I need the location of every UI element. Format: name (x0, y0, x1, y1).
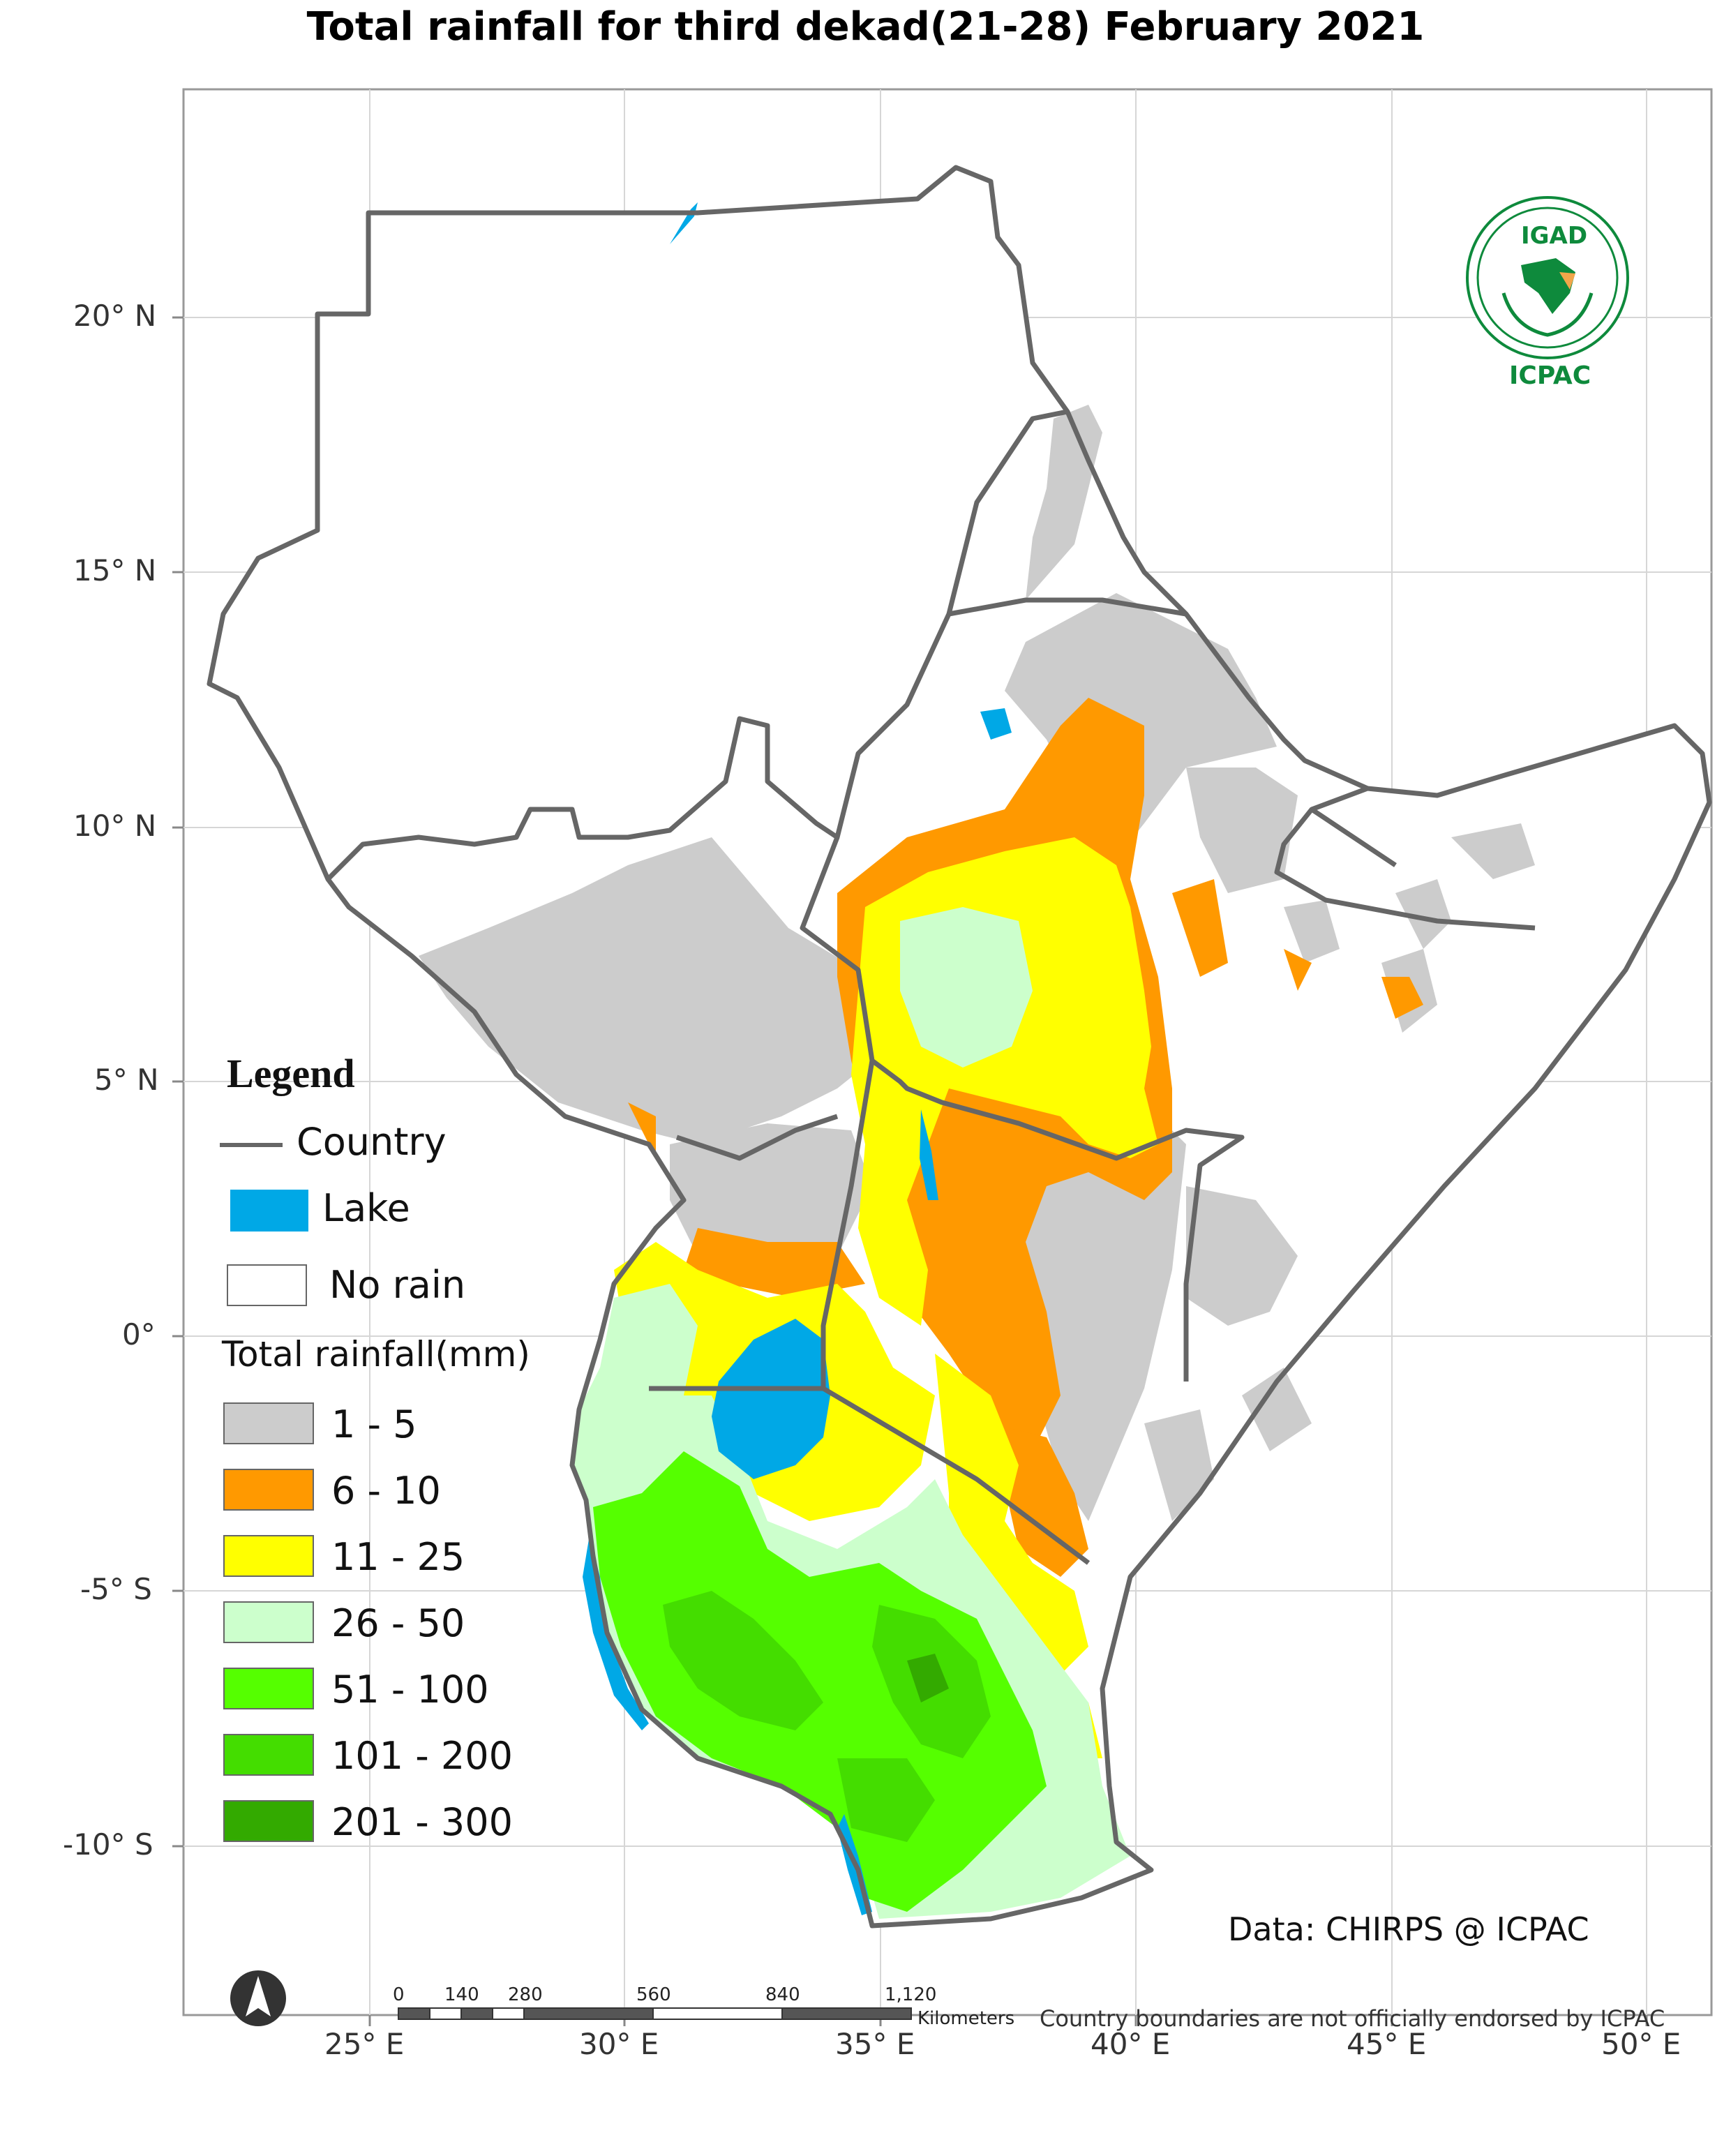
lake-tana (980, 708, 1012, 740)
y-tick-label: -10° S (63, 1827, 153, 1862)
logo-top-text: IGAD (1521, 222, 1588, 250)
igad-icpac-logo (1466, 196, 1629, 359)
x-tick-label: 50° E (1601, 2027, 1681, 2061)
disclaimer: Country boundaries are not officially en… (1040, 2005, 1665, 2032)
country-line-swatch (220, 1143, 283, 1147)
x-tick-label: 35° E (835, 2027, 915, 2061)
class-label: 6 - 10 (331, 1469, 441, 1513)
legend-country-label: Country (297, 1120, 447, 1164)
scale-label: 140 (444, 1984, 479, 2005)
y-tick-label: -5° S (80, 1572, 152, 1606)
x-tick-label: 25° E (324, 2027, 405, 2061)
scale-unit: Kilometers (917, 2008, 1015, 2029)
class-label: 201 - 300 (331, 1800, 513, 1844)
scale-label: 1,120 (885, 1984, 937, 2005)
class-label: 11 - 25 (331, 1535, 465, 1579)
class-swatch (223, 1535, 314, 1577)
x-tick-label: 45° E (1347, 2027, 1427, 2061)
north-arrow-icon (230, 1970, 286, 2026)
data-credit: Data: CHIRPS @ ICPAC (1228, 1910, 1589, 1948)
lake-swatch (230, 1190, 308, 1232)
class-label: 26 - 50 (331, 1601, 465, 1645)
scale-label: 0 (393, 1984, 405, 2005)
logo-bottom-text: ICPAC (1509, 361, 1591, 390)
legend-rainfall-title: Total rainfall(mm) (222, 1334, 530, 1375)
lake-turkana (920, 1109, 938, 1200)
class-swatch (223, 1734, 314, 1776)
class-51-100 (593, 1451, 1047, 1912)
y-tick-label: 10° N (73, 809, 157, 843)
legend-no-rain-label: No rain (329, 1263, 466, 1307)
x-tick-label: 40° E (1091, 2027, 1171, 2061)
scale-label: 840 (765, 1984, 800, 2005)
class-swatch (223, 1668, 314, 1709)
y-tick-label: 20° N (73, 299, 157, 333)
y-tick-label: 5° N (94, 1063, 159, 1097)
legend-title: Legend (227, 1051, 355, 1096)
class-swatch (223, 1601, 314, 1643)
class-label: 101 - 200 (331, 1734, 513, 1778)
country-borders (207, 165, 1712, 1929)
scale-bar (398, 2007, 912, 2020)
class-swatch (223, 1402, 314, 1444)
x-tick-label: 30° E (579, 2027, 659, 2061)
class-label: 1 - 5 (331, 1402, 417, 1446)
y-tick-label: 15° N (73, 553, 157, 587)
lake-victoria (712, 1319, 830, 1479)
scale-label: 560 (636, 1984, 671, 2005)
map-title: Total rainfall for third dekad(21-28) Fe… (306, 4, 1425, 50)
class-swatch (223, 1469, 314, 1511)
map-frame (182, 88, 1713, 2016)
class-swatch (223, 1800, 314, 1842)
class-label: 51 - 100 (331, 1668, 489, 1712)
y-tick-label: 0° (122, 1317, 156, 1352)
scale-label: 280 (508, 1984, 543, 2005)
legend-lake-label: Lake (322, 1186, 410, 1230)
class-201-300 (907, 1654, 949, 1702)
no-rain-swatch (227, 1264, 307, 1306)
